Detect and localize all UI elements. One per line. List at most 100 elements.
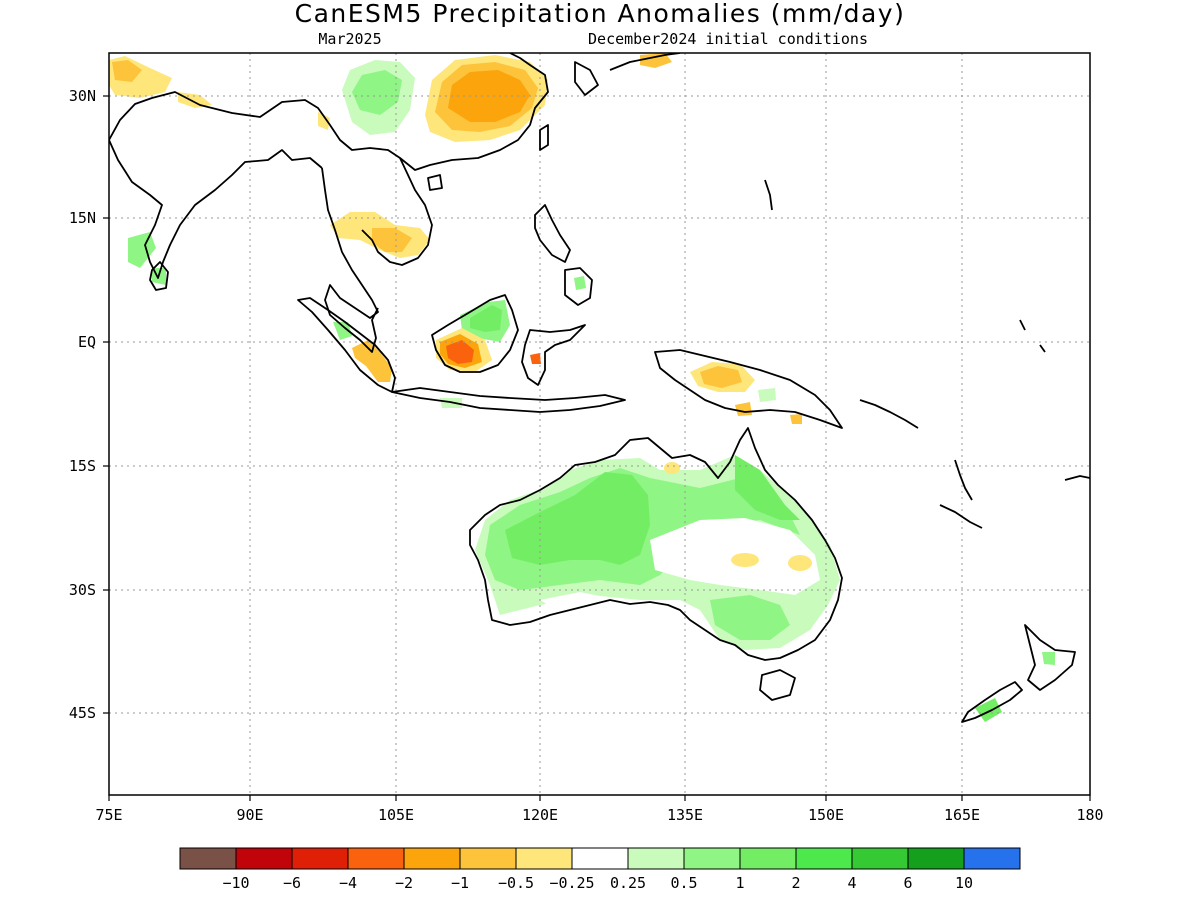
graticule: [109, 53, 1090, 795]
coast-java: [391, 387, 626, 413]
anomaly-sa-neutral: [540, 592, 610, 612]
lon-label: 120E: [522, 806, 558, 824]
coast-asia-mainland: [109, 53, 549, 171]
anomaly-himalaya-yellow: [178, 92, 212, 108]
legend-color-box: [291, 847, 349, 870]
legend-color-box: [963, 847, 1021, 870]
legend-color-box: [347, 847, 405, 870]
lon-label: 180: [1076, 806, 1103, 824]
anomaly-nt-yellow: [664, 462, 680, 474]
legend-color-box: [515, 847, 573, 870]
axis-ticks: [103, 95, 1091, 801]
coast-taiwan: [539, 124, 549, 151]
color-legend: [179, 847, 1021, 870]
anomaly-south-china-deep-orange: [448, 70, 530, 122]
coast-japan: [609, 53, 681, 71]
coast-korea: [574, 61, 599, 96]
lat-label: EQ: [78, 333, 96, 351]
anomaly-sulawesi-orange: [530, 353, 541, 364]
legend-color-box: [179, 847, 237, 870]
legend-color-box: [795, 847, 853, 870]
lon-label: 75E: [95, 806, 122, 824]
anomaly-borneo-strong-green: [470, 305, 502, 332]
anomaly-mindanao-green: [574, 276, 586, 290]
legend-label: 0.5: [670, 874, 697, 892]
legend-label: −4: [339, 874, 357, 892]
legend-label: −1: [451, 874, 469, 892]
map-frame: [108, 52, 1091, 796]
anomaly-se-australia-green: [710, 595, 790, 640]
coast-vietnam: [361, 157, 433, 266]
coast-india-west: [109, 139, 323, 279]
legend-color-box: [683, 847, 741, 870]
lat-label: 15S: [69, 457, 96, 475]
coast-hainan: [427, 174, 443, 191]
lon-label: 90E: [236, 806, 263, 824]
legend-label: −6: [283, 874, 301, 892]
legend-color-box: [459, 847, 517, 870]
coast-fiji: [1064, 475, 1090, 481]
latitude-labels: 30N 15N EQ 15S 30S 45S: [69, 87, 96, 722]
lat-label: 30S: [69, 581, 96, 599]
anomaly-png-green: [758, 388, 776, 402]
coast-solomon-islands: [859, 399, 919, 429]
coast-tasmania: [759, 669, 796, 701]
anomaly-png-east-orange: [790, 414, 802, 424]
lon-label: 165E: [944, 806, 980, 824]
coast-sulawesi: [521, 324, 586, 386]
legend-label: 4: [847, 874, 856, 892]
lat-label: 45S: [69, 704, 96, 722]
legend-color-box: [403, 847, 461, 870]
legend-label: 2: [791, 874, 800, 892]
legend-color-box: [739, 847, 797, 870]
legend-label: 0.25: [610, 874, 646, 892]
map-title: CanESM5 Precipitation Anomalies (mm/day): [295, 0, 906, 28]
legend-label: 6: [903, 874, 912, 892]
coast-australia: [469, 427, 843, 661]
legend-label: −10: [222, 874, 249, 892]
legend-label: −0.25: [549, 874, 594, 892]
anomaly-cambodia-orange: [372, 228, 412, 252]
anomaly-qld-yellow-2: [788, 555, 812, 571]
coastlines: [109, 53, 1090, 723]
anomaly-png-south-orange: [735, 402, 752, 416]
anomaly-tibet-orange: [112, 60, 142, 82]
lon-label: 150E: [808, 806, 844, 824]
anomaly-queensland-strong-green: [735, 455, 800, 520]
legend-label: −2: [395, 874, 413, 892]
legend-color-box: [235, 847, 293, 870]
legend-label: 10: [955, 874, 973, 892]
forecast-month: Mar2025: [318, 30, 381, 48]
anomaly-qld-yellow-1: [731, 553, 759, 567]
lon-label: 135E: [667, 806, 703, 824]
anomaly-png-orange: [700, 366, 742, 388]
coast-nz-south: [961, 681, 1023, 723]
legend-label: 1: [735, 874, 744, 892]
map-area: [109, 53, 1090, 795]
longitude-labels: 75E 90E 105E 120E 135E 150E 165E 180: [95, 806, 1103, 824]
anomaly-australia-strong-green: [505, 472, 650, 565]
lat-label: 30N: [69, 87, 96, 105]
anomaly-borneo-red: [446, 340, 474, 364]
coast-nz-north: [1024, 624, 1076, 691]
legend-label: −0.5: [498, 874, 534, 892]
lon-label: 105E: [378, 806, 414, 824]
anomaly-malay-green: [333, 322, 352, 340]
anomaly-japan-orange: [640, 53, 672, 68]
coast-new-guinea: [654, 349, 843, 429]
anomaly-sw-china-mid-green: [352, 70, 402, 115]
coast-micronesia: [764, 179, 1046, 353]
legend-color-box: [907, 847, 965, 870]
coast-indochina: [321, 167, 379, 353]
anomaly-nz-north-green: [1042, 652, 1055, 665]
lat-label: 15N: [69, 209, 96, 227]
coast-sri-lanka: [149, 261, 169, 291]
anomaly-sri-lanka-green: [128, 232, 156, 268]
coast-mindanao: [564, 267, 593, 306]
anomaly-fields: [109, 53, 1055, 722]
legend-color-box: [571, 847, 629, 870]
coast-vanuatu: [954, 459, 973, 501]
anomaly-nepal-yellow: [318, 112, 330, 130]
legend-labels: −10 −6 −4 −2 −1 −0.5 −0.25 0.25 0.5 1 2 4 6 10: [222, 874, 973, 892]
